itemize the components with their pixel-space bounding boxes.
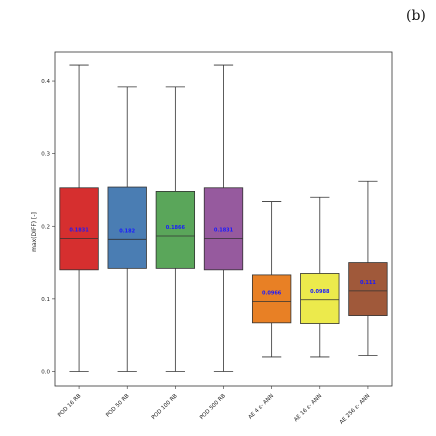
x-tick-label: POD 500 RB xyxy=(199,393,227,421)
median-label: 0.1831 xyxy=(69,228,89,234)
y-tick-label: 0.1 xyxy=(41,297,50,303)
box-body xyxy=(251,274,292,324)
box-body xyxy=(59,187,99,271)
box-1: 0.1831 xyxy=(59,64,99,372)
box-2: 0.182 xyxy=(107,86,147,372)
median-label: 0.182 xyxy=(119,228,135,234)
median-label: 0.0988 xyxy=(310,289,330,295)
panel-label: (b) xyxy=(406,8,426,24)
y-tick-label: 0.2 xyxy=(41,224,50,230)
x-tick-label: AE 16 ε- ANN xyxy=(293,393,323,423)
median-label: 0.111 xyxy=(360,280,376,286)
box-body xyxy=(348,262,388,316)
box-3: 0.1866 xyxy=(155,86,196,372)
y-tick-label: 0.0 xyxy=(41,369,50,375)
boxes: 0.1831 0.182 0.1866 0.1831 0.0966 0.0988 0.111 xyxy=(59,64,388,372)
box-4: 0.1831 xyxy=(203,64,244,372)
box-body xyxy=(203,187,244,271)
y-axis: 0.0 0.1 0.2 0.3 0.4 xyxy=(41,79,55,375)
x-tick-label: POD 16 RB xyxy=(57,393,83,419)
x-tick-label: AE 256 ε- ANN xyxy=(339,393,371,425)
x-axis: POD 16 RB POD 50 RB POD 100 RB POD 500 RB AE… xyxy=(57,386,371,426)
x-tick-label: POD 50 RB xyxy=(105,393,131,419)
y-tick-label: 0.4 xyxy=(41,79,50,85)
box-body xyxy=(155,191,196,269)
y-tick-label: 0.3 xyxy=(41,152,50,158)
x-tick-label: POD 100 RB xyxy=(151,393,179,421)
median-label: 0.1831 xyxy=(214,228,234,234)
median-label: 0.1866 xyxy=(166,225,186,231)
box-6: 0.0988 xyxy=(300,196,340,358)
box-body xyxy=(300,273,340,324)
y-axis-label: max(DIFF) [-] xyxy=(31,212,38,252)
box-body xyxy=(107,186,147,269)
x-tick-label: AE 4 ε- ANN xyxy=(248,393,276,421)
box-7: 0.111 xyxy=(348,180,388,356)
median-label: 0.0966 xyxy=(262,290,282,296)
box-5: 0.0966 xyxy=(251,201,292,358)
